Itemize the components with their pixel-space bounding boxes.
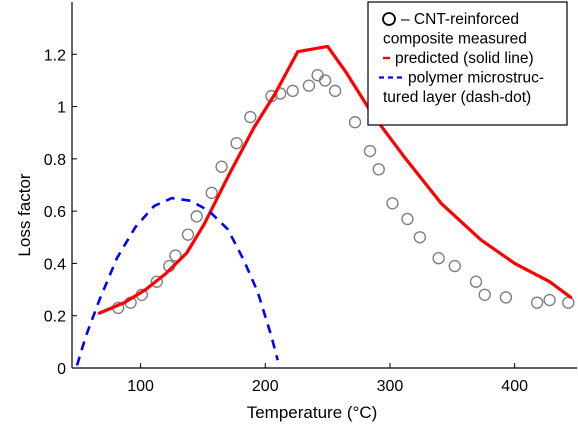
y-tick-label: 0.8: [44, 152, 66, 169]
x-tick-label: 200: [252, 378, 279, 395]
legend-box: [367, 1, 568, 126]
x-axis-title: Temperature (°C): [247, 403, 378, 422]
measured-point: [215, 160, 228, 173]
plot-area: [75, 44, 575, 366]
y-tick-label: 1: [57, 100, 66, 117]
measured-point: [432, 252, 445, 265]
measured-point: [562, 296, 575, 309]
measured-point: [286, 84, 299, 98]
measured-point: [181, 228, 195, 241]
measured-point: [328, 84, 342, 98]
measured-point: [386, 197, 399, 210]
measured-point: [469, 275, 483, 288]
x-tick-label: 100: [127, 378, 154, 395]
measured-point: [318, 74, 332, 87]
measured-point: [150, 275, 163, 288]
y-tick-label: 0.6: [44, 204, 66, 221]
measured-point: [244, 110, 257, 124]
measured-point: [363, 144, 377, 158]
y-tick-label: 0: [57, 361, 66, 378]
measured-point: [205, 186, 218, 200]
measured-point: [543, 293, 556, 307]
legend-label: predicted (solid line): [395, 50, 534, 67]
measured-point: [302, 79, 316, 92]
measured-point: [499, 291, 513, 304]
measured-point: [478, 288, 491, 301]
legend-label: tured layer (dash-dot): [383, 89, 531, 106]
measured-point: [401, 212, 414, 226]
measured-point: [311, 68, 324, 82]
legend: – CNT-reinforced composite measured predic…: [367, 1, 568, 126]
y-axis-title: Loss factor: [15, 173, 34, 256]
legend-label: composite measured: [383, 31, 527, 48]
measured-point: [190, 210, 203, 223]
y-tick-label: 1.2: [44, 47, 66, 64]
legend-label: polymer microstruc-: [408, 70, 544, 87]
polymer-layer-line: [75, 196, 279, 366]
measured-point: [530, 296, 544, 309]
measured-point: [448, 259, 462, 273]
measured-point: [372, 163, 385, 176]
measured-point: [230, 136, 243, 150]
y-tick-label: 0.4: [44, 256, 66, 273]
legend-circle-marker: [382, 12, 396, 26]
measured-point: [169, 249, 182, 262]
x-tick-label: 400: [501, 378, 528, 395]
predicted-line: [97, 44, 573, 315]
axes: 100 200 300 400 0 0.2 0.4 0.6 0.8 1 1.2: [44, 2, 577, 395]
measured-point: [413, 231, 427, 244]
x-tick-label: 300: [377, 378, 404, 395]
legend-label: – CNT-reinforced: [401, 11, 519, 28]
measured-point: [348, 116, 362, 129]
y-tick-label: 0.2: [44, 309, 66, 326]
